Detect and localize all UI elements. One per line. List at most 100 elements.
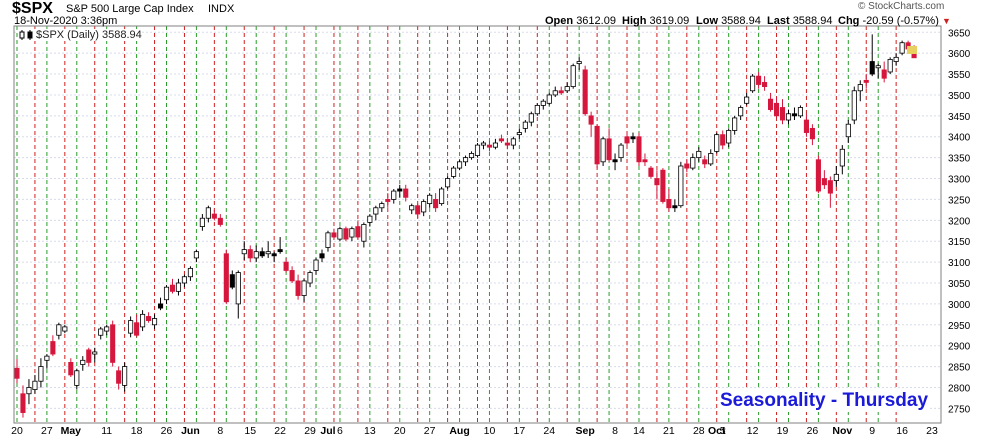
candle [600, 136, 606, 166]
candle-body [588, 115, 594, 125]
candle [403, 184, 409, 202]
candle [421, 199, 427, 217]
candle [409, 203, 415, 215]
legend-label: $SPX (Daily) 3588.94 [36, 29, 142, 41]
candle [702, 155, 708, 169]
candle-body [756, 75, 762, 85]
candle [732, 115, 738, 135]
stat-high-label: High [622, 15, 647, 27]
candle [767, 92, 774, 112]
x-tick-label: 26 [807, 425, 819, 437]
candle [439, 186, 445, 206]
candle [110, 320, 116, 367]
candle [211, 209, 217, 221]
candle-body [110, 324, 116, 363]
candle-body [762, 82, 768, 87]
x-tick-label: 28 [693, 425, 705, 437]
x-tick-label: 9 [869, 425, 875, 437]
y-tick-label: 3200 [948, 216, 971, 227]
x-tick-label: 24 [543, 425, 555, 437]
x-tick-label: 11 [101, 425, 112, 437]
y-tick-label: 3450 [948, 112, 971, 123]
candle [451, 165, 457, 179]
candle-body [821, 178, 827, 186]
candle [492, 138, 498, 150]
candle [875, 63, 881, 79]
candle [648, 165, 654, 179]
candle-body [791, 113, 798, 117]
candle [797, 105, 804, 118]
candle [785, 109, 792, 125]
candle [50, 335, 56, 357]
candle [445, 176, 451, 189]
candle-body [666, 199, 672, 209]
candle-body [863, 79, 869, 83]
x-tick-label: 23 [926, 425, 938, 437]
candle [104, 324, 110, 336]
candle-body [92, 351, 98, 355]
candle [181, 274, 188, 288]
candle [122, 362, 128, 392]
candle [241, 241, 247, 261]
candle [660, 168, 666, 204]
candle [893, 53, 899, 66]
instrument-name: S&P 500 Large Cap Index [66, 3, 194, 15]
candle-body [857, 84, 863, 92]
candle [397, 184, 403, 198]
gridlines [14, 31, 941, 409]
candle-body [271, 253, 277, 257]
candle-body [427, 194, 433, 205]
candle-body [62, 326, 68, 332]
candle [373, 205, 379, 221]
candle-body [343, 228, 349, 240]
candle-body [116, 370, 122, 384]
x-tick-label: 17 [514, 425, 526, 437]
candle [253, 245, 259, 263]
candle [415, 203, 421, 219]
candle-body [648, 167, 654, 177]
candle [128, 316, 134, 338]
candle [271, 251, 277, 263]
candle-body [151, 318, 158, 326]
candle-body [157, 303, 164, 309]
candle-body [140, 313, 146, 328]
candle-body [265, 251, 271, 255]
candle [588, 111, 594, 137]
candle [98, 326, 104, 340]
y-tick-label: 3300 [948, 175, 971, 186]
candle [690, 153, 696, 171]
candle-body [869, 61, 875, 75]
candle [522, 120, 528, 133]
candle [791, 107, 798, 121]
x-tick-label: 15 [244, 425, 256, 437]
candle [68, 358, 74, 378]
candle [672, 199, 678, 212]
candle-body [283, 261, 289, 271]
x-tick-label: 29 [304, 425, 316, 437]
stat-chg-label: Chg [838, 15, 860, 27]
candle-body [618, 144, 624, 159]
candle [26, 379, 32, 405]
candle-body [893, 56, 899, 62]
candle-body [175, 282, 182, 292]
x-tick-label: Jul [320, 425, 335, 437]
candle [56, 322, 62, 340]
candle-body [50, 341, 56, 355]
plot-frame [13, 25, 942, 424]
candle [259, 247, 265, 258]
candle-body [235, 272, 241, 305]
y-tick-label: 3250 [948, 195, 971, 206]
candle [887, 57, 893, 75]
candle [750, 74, 756, 93]
candle [468, 151, 475, 160]
candle [534, 103, 540, 116]
candle [265, 241, 271, 258]
candle-body [492, 142, 498, 148]
x-axis: 20 27 May 11 18 26 Jun 8 15 22 29 Jul 6 13 20 27 Aug 10 17… [11, 425, 938, 437]
candle [696, 147, 702, 162]
candle-body [767, 98, 774, 110]
x-tick-label: 13 [364, 425, 376, 437]
candle-body [217, 217, 223, 225]
candle-body [522, 121, 528, 129]
